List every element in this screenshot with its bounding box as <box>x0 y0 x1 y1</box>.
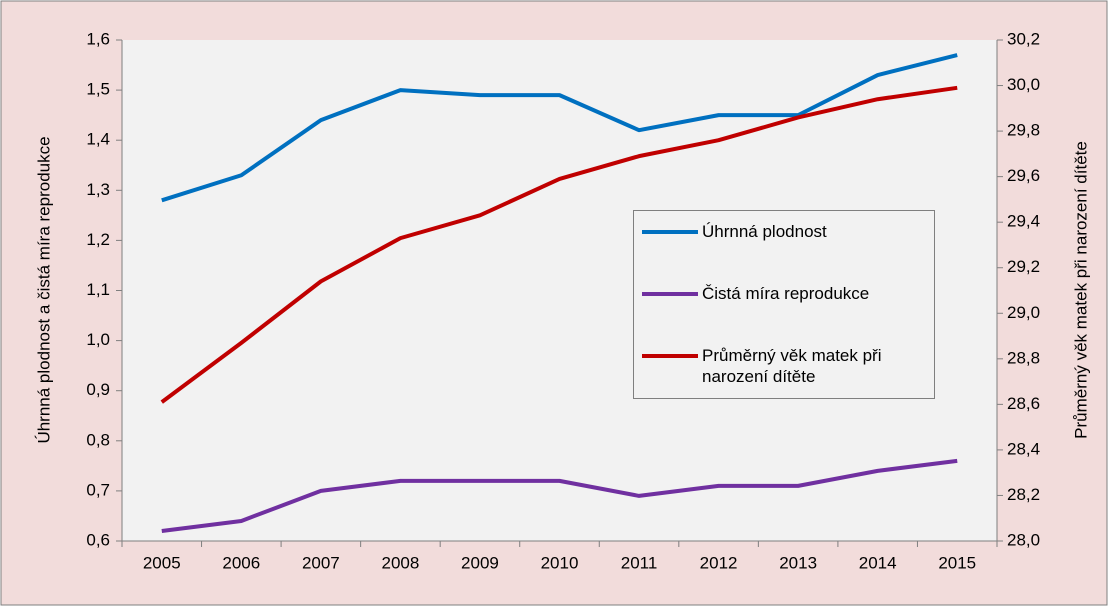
y2-tick-label: 30,0 <box>1007 75 1040 94</box>
x-tick-label: 2005 <box>143 553 181 572</box>
y-tick-label: 1,4 <box>86 130 110 149</box>
y-tick-label: 1,3 <box>86 180 110 199</box>
legend-item: Čistá míra reprodukce <box>642 283 922 304</box>
x-tick-label: 2013 <box>779 553 817 572</box>
y2-tick-label: 28,6 <box>1007 394 1040 413</box>
y-tick-label: 0,8 <box>86 430 110 449</box>
y2-tick-label: 28,2 <box>1007 485 1040 504</box>
y-axis-label: Úhrnná plodnost a čistá míra reprodukce <box>34 136 53 443</box>
series-line <box>161 458 958 533</box>
x-tick-label: 2007 <box>302 553 340 572</box>
legend-item: Úhrnná plodnost <box>642 221 922 242</box>
x-tick-label: 2006 <box>222 553 260 572</box>
y2-tick-label: 29,6 <box>1007 166 1040 185</box>
y2-tick-label: 29,4 <box>1007 212 1040 231</box>
legend-swatch <box>642 354 698 358</box>
legend-swatch <box>642 230 698 234</box>
y-tick-label: 0,6 <box>86 530 110 549</box>
y2-tick-label: 28,8 <box>1007 348 1040 367</box>
x-tick-label: 2008 <box>381 553 419 572</box>
y2-tick-label: 28,4 <box>1007 439 1040 458</box>
x-tick-label: 2015 <box>938 553 976 572</box>
legend-swatch <box>642 292 698 296</box>
y-tick-label: 1,2 <box>86 230 110 249</box>
legend-label: Úhrnná plodnost <box>702 222 827 241</box>
x-tick-label: 2010 <box>541 553 579 572</box>
y2-tick-label: 29,0 <box>1007 303 1040 322</box>
y-tick-label: 0,9 <box>86 380 110 399</box>
y-tick-label: 1,1 <box>86 280 110 299</box>
y2-axis-label: Průměrný věk matek při narození dítěte <box>1071 141 1090 439</box>
legend: Úhrnná plodnost Čistá míra reprodukce Prům… <box>633 210 935 399</box>
y-tick-label: 1,6 <box>86 29 110 48</box>
y-tick-label: 1,5 <box>86 80 110 99</box>
x-tick-label: 2009 <box>461 553 499 572</box>
series-line <box>161 53 958 203</box>
y2-tick-label: 29,8 <box>1007 121 1040 140</box>
series-line <box>160 85 958 404</box>
y2-tick-label: 30,2 <box>1007 29 1040 48</box>
x-tick-label: 2014 <box>859 553 897 572</box>
y2-tick-label: 28,0 <box>1007 530 1040 549</box>
legend-item: Průměrný věk matek při narození dítěte <box>642 345 922 387</box>
x-tick-label: 2012 <box>700 553 738 572</box>
legend-label: Čistá míra reprodukce <box>702 284 870 303</box>
legend-label: Průměrný věk matek při narození dítěte <box>702 346 882 386</box>
y2-tick-label: 29,2 <box>1007 257 1040 276</box>
y-tick-label: 1,0 <box>86 330 110 349</box>
x-tick-label: 2011 <box>621 553 658 572</box>
y-tick-label: 0,7 <box>86 480 110 499</box>
